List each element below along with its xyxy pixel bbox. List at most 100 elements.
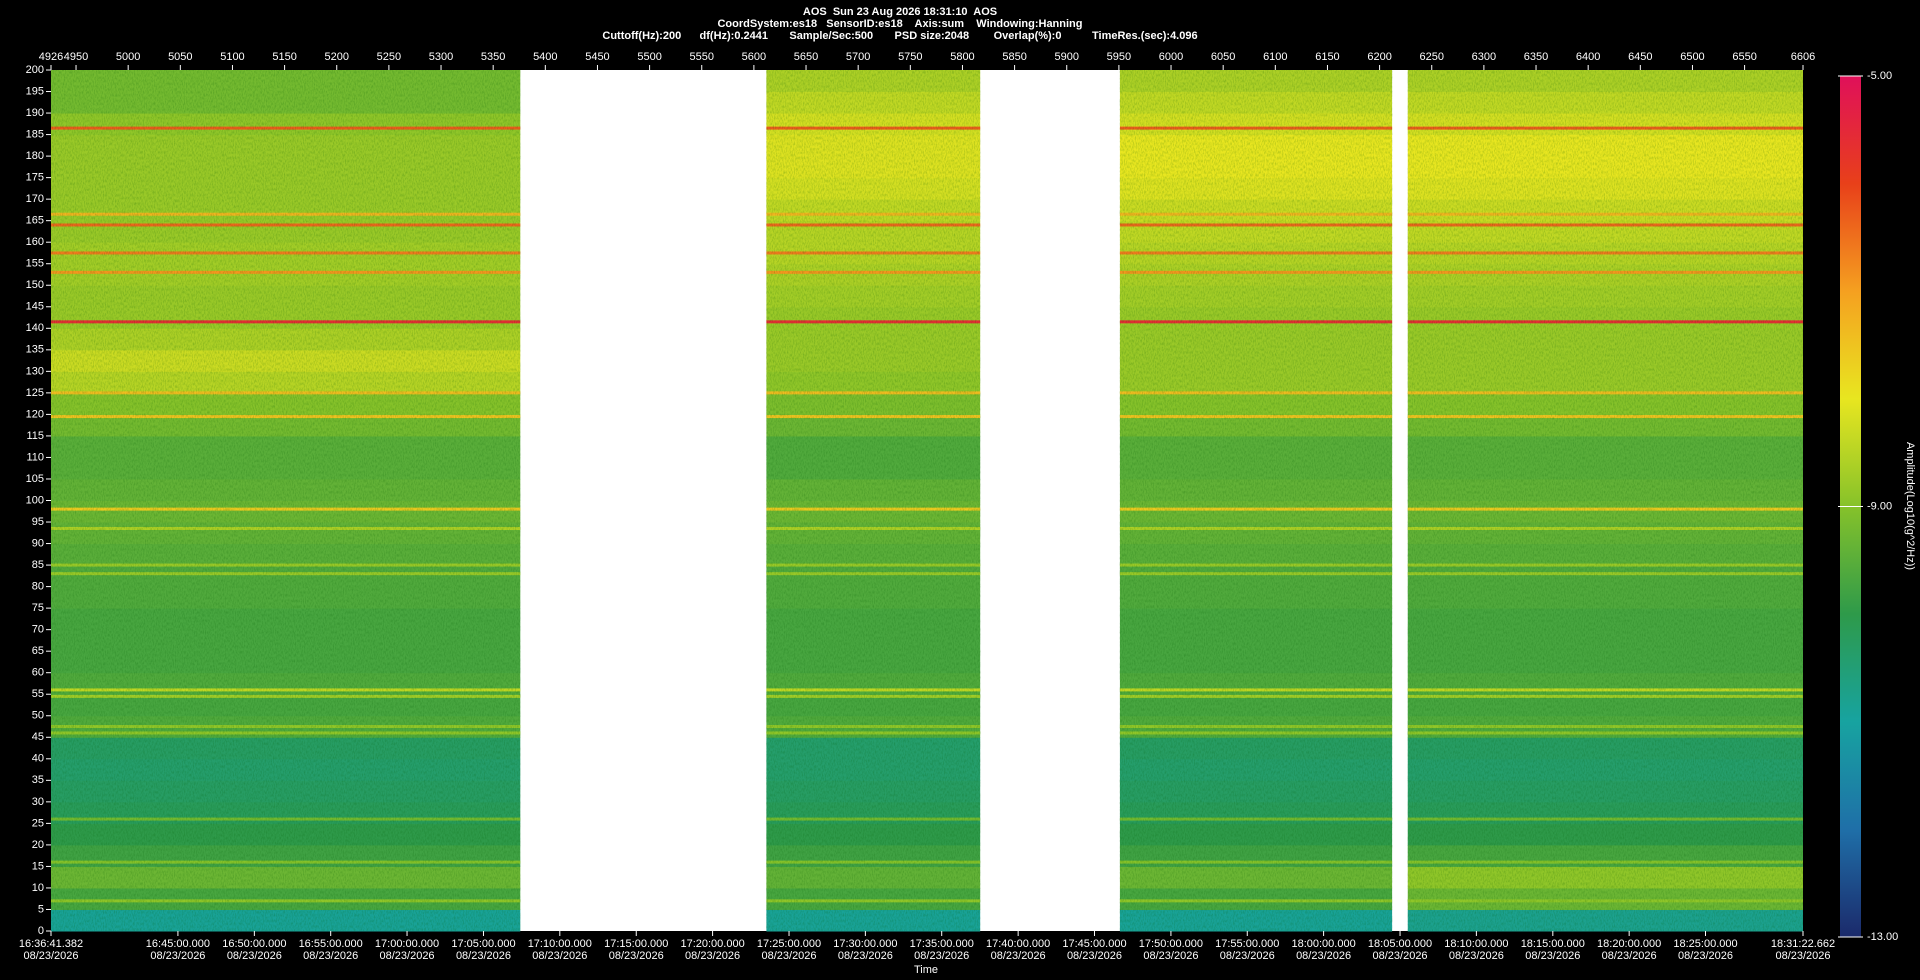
time-tick-label: 18:31:22.662 [1771, 938, 1835, 950]
y-tick-label: 40 [32, 753, 44, 765]
x-tick-label: 5550 [690, 51, 714, 63]
time-tick-label: 17:35:00.000 [910, 938, 974, 950]
y-tick-label: 50 [32, 710, 44, 722]
time-tick-label: 17:30:00.000 [833, 938, 897, 950]
y-tick-label: 25 [32, 817, 44, 829]
texture [766, 70, 981, 931]
x-tick-label: 6050 [1211, 51, 1235, 63]
x-tick-label: 5800 [950, 51, 974, 63]
time-tick-date: 08/23/2026 [685, 950, 740, 962]
colorbar-tick-label: -5.00 [1867, 70, 1892, 82]
x-tick-label: 6606 [1791, 51, 1815, 63]
time-tick-date: 08/23/2026 [23, 950, 78, 962]
x-axis-label: Time [914, 964, 938, 976]
time-tick-label: 17:50:00.000 [1139, 938, 1203, 950]
time-tick-label: 16:45:00.000 [146, 938, 210, 950]
x-tick-label: 6300 [1472, 51, 1496, 63]
x-tick-label: 5300 [429, 51, 453, 63]
time-tick-label: 17:00:00.000 [375, 938, 439, 950]
y-tick-label: 35 [32, 774, 44, 786]
y-tick-label: 75 [32, 602, 44, 614]
y-tick-label: 85 [32, 559, 44, 571]
x-tick-label: 5100 [220, 51, 244, 63]
x-tick-label: 6500 [1680, 51, 1704, 63]
time-tick-date: 08/23/2026 [456, 950, 511, 962]
time-tick-label: 17:45:00.000 [1062, 938, 1126, 950]
texture [1407, 70, 1803, 931]
time-tick-label: 17:15:00.000 [604, 938, 668, 950]
time-tick-date: 08/23/2026 [1775, 950, 1830, 962]
colorbar-label: Amplitude(Log10(g^2/Hz)) [1904, 442, 1916, 570]
time-tick-label: 18:05:00.000 [1368, 938, 1432, 950]
y-tick-label: 80 [32, 581, 44, 593]
x-tick-label: 5350 [481, 51, 505, 63]
x-tick-label: 5750 [898, 51, 922, 63]
time-tick-label: 17:10:00.000 [528, 938, 592, 950]
x-tick-label: 5200 [325, 51, 349, 63]
time-tick-label: 17:25:00.000 [757, 938, 821, 950]
chart-title: AOS Sun 23 Aug 2026 18:31:10 AOS [803, 6, 997, 18]
x-tick-label: 4950 [64, 51, 88, 63]
x-tick-label: 5450 [585, 51, 609, 63]
x-tick-label: 6350 [1524, 51, 1548, 63]
y-tick-label: 105 [26, 473, 44, 485]
time-tick-date: 08/23/2026 [914, 950, 969, 962]
y-tick-label: 15 [32, 860, 44, 872]
x-tick-label: 5600 [742, 51, 766, 63]
time-tick-date: 08/23/2026 [1373, 950, 1428, 962]
y-tick-label: 200 [26, 64, 44, 76]
time-tick-date: 08/23/2026 [1296, 950, 1351, 962]
x-tick-label: 5400 [533, 51, 557, 63]
y-tick-label: 0 [38, 925, 44, 937]
time-tick-date: 08/23/2026 [227, 950, 282, 962]
texture [1119, 70, 1393, 931]
x-tick-label: 5900 [1055, 51, 1079, 63]
x-tick-label: 5650 [794, 51, 818, 63]
x-tick-label: 6200 [1367, 51, 1391, 63]
time-tick-label: 17:05:00.000 [451, 938, 515, 950]
time-tick-date: 08/23/2026 [609, 950, 664, 962]
y-tick-label: 175 [26, 172, 44, 184]
y-tick-label: 5 [38, 903, 44, 915]
x-tick-label: 6400 [1576, 51, 1600, 63]
x-tick-label: 5500 [637, 51, 661, 63]
y-tick-label: 60 [32, 667, 44, 679]
time-tick-date: 08/23/2026 [1067, 950, 1122, 962]
time-tick-label: 16:36:41.382 [19, 938, 83, 950]
y-tick-label: 140 [26, 322, 44, 334]
time-tick-date: 08/23/2026 [150, 950, 205, 962]
x-tick-label: 5950 [1107, 51, 1131, 63]
x-tick-label: 6450 [1628, 51, 1652, 63]
y-tick-label: 45 [32, 731, 44, 743]
time-tick-label: 16:55:00.000 [299, 938, 363, 950]
y-tick-label: 155 [26, 258, 44, 270]
x-tick-label: 6150 [1315, 51, 1339, 63]
colorbar-tick-label: -13.00 [1867, 931, 1898, 943]
y-tick-label: 185 [26, 128, 44, 140]
colorbar-tick-label: -9.00 [1867, 500, 1892, 512]
y-tick-label: 65 [32, 645, 44, 657]
y-tick-label: 190 [26, 107, 44, 119]
time-tick-date: 08/23/2026 [1602, 950, 1657, 962]
time-tick-date: 08/23/2026 [1678, 950, 1733, 962]
time-tick-label: 17:20:00.000 [680, 938, 744, 950]
x-tick-label: 6100 [1263, 51, 1287, 63]
x-tick-label: 6000 [1159, 51, 1183, 63]
time-tick-date: 08/23/2026 [991, 950, 1046, 962]
time-tick-label: 18:10:00.000 [1444, 938, 1508, 950]
time-tick-date: 08/23/2026 [380, 950, 435, 962]
y-tick-label: 125 [26, 387, 44, 399]
y-tick-label: 150 [26, 279, 44, 291]
y-tick-label: 90 [32, 537, 44, 549]
y-tick-label: 165 [26, 215, 44, 227]
time-tick-date: 08/23/2026 [303, 950, 358, 962]
y-tick-label: 195 [26, 85, 44, 97]
y-tick-label: 170 [26, 193, 44, 205]
y-tick-label: 30 [32, 796, 44, 808]
time-tick-label: 17:55:00.000 [1215, 938, 1279, 950]
time-tick-date: 08/23/2026 [1220, 950, 1275, 962]
x-tick-label: 5700 [846, 51, 870, 63]
y-tick-label: 145 [26, 301, 44, 313]
time-tick-label: 18:25:00.000 [1673, 938, 1737, 950]
plot-area [51, 70, 1803, 932]
